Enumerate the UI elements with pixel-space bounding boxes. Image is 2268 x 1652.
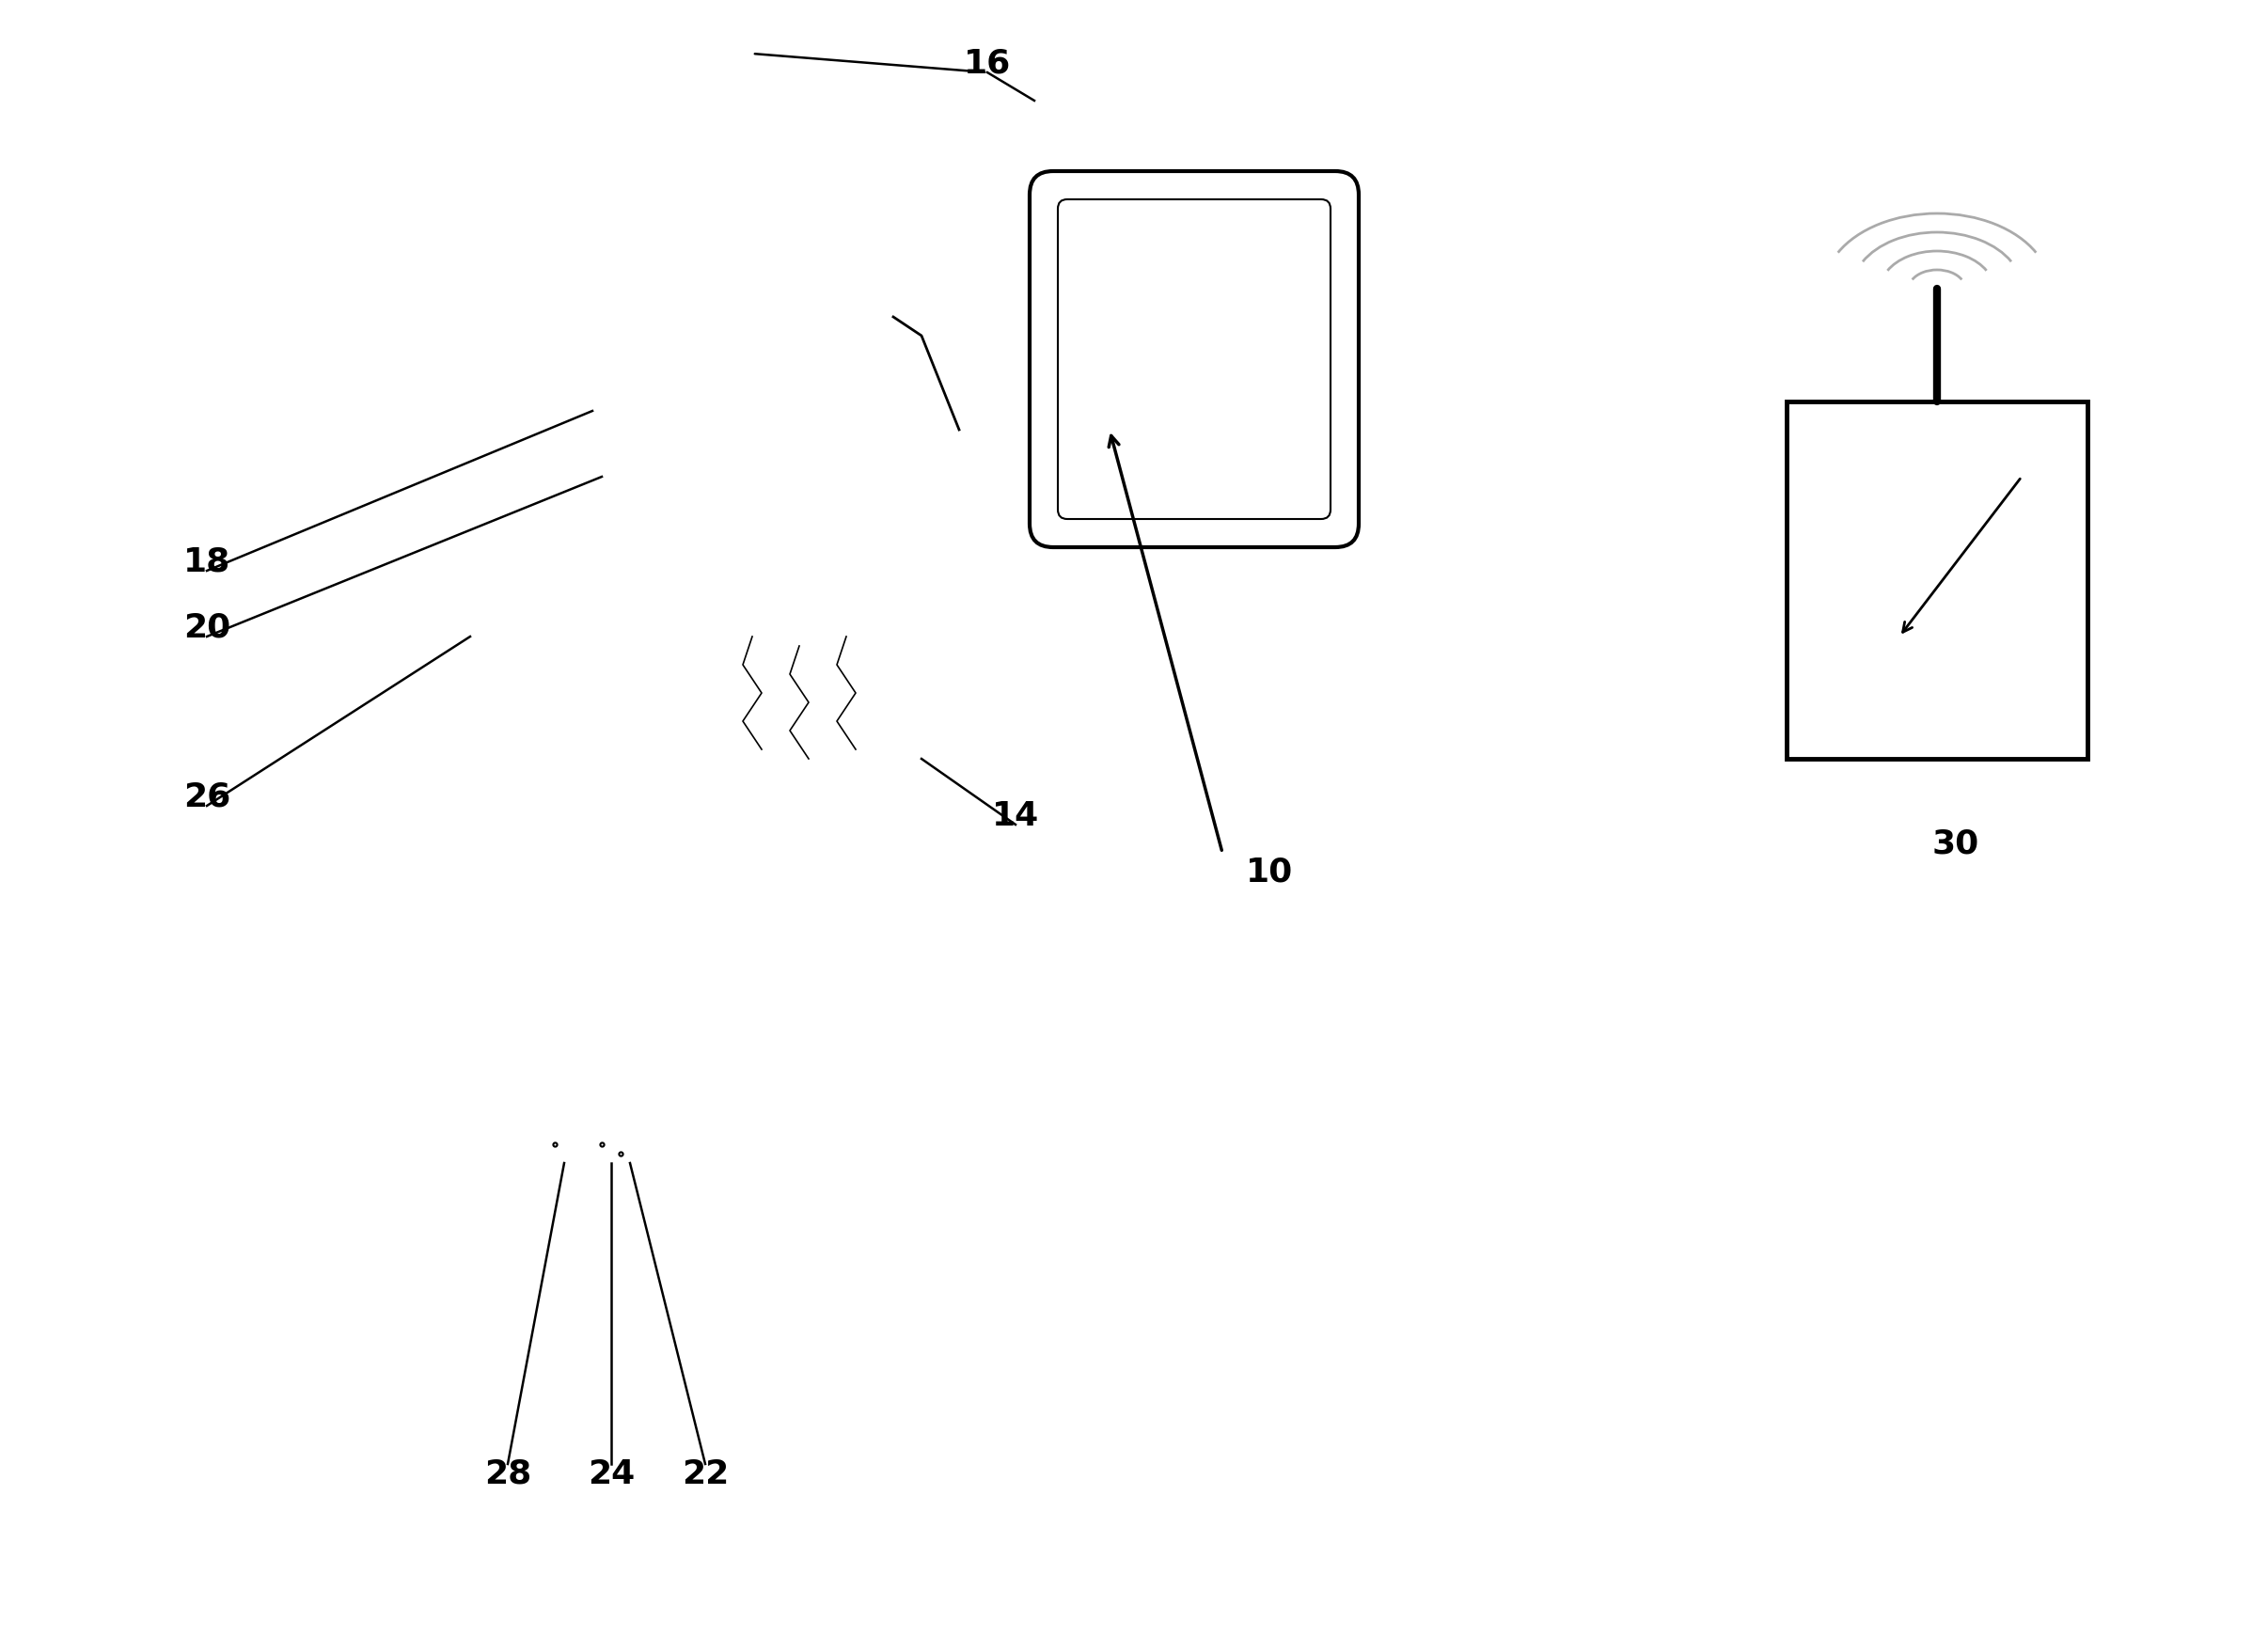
FancyBboxPatch shape [1030,172,1359,548]
Text: 18: 18 [184,545,231,578]
Text: 28: 28 [483,1457,531,1490]
Text: 24: 24 [587,1457,635,1490]
Bar [1787,401,2087,760]
Text: 14: 14 [991,800,1039,831]
Text: 22: 22 [683,1457,728,1490]
Text: 26: 26 [184,781,231,813]
Text: 16: 16 [964,48,1012,79]
Text: 10: 10 [1245,856,1293,889]
Text: 20: 20 [184,611,231,644]
Text: 30: 30 [1932,828,1980,859]
